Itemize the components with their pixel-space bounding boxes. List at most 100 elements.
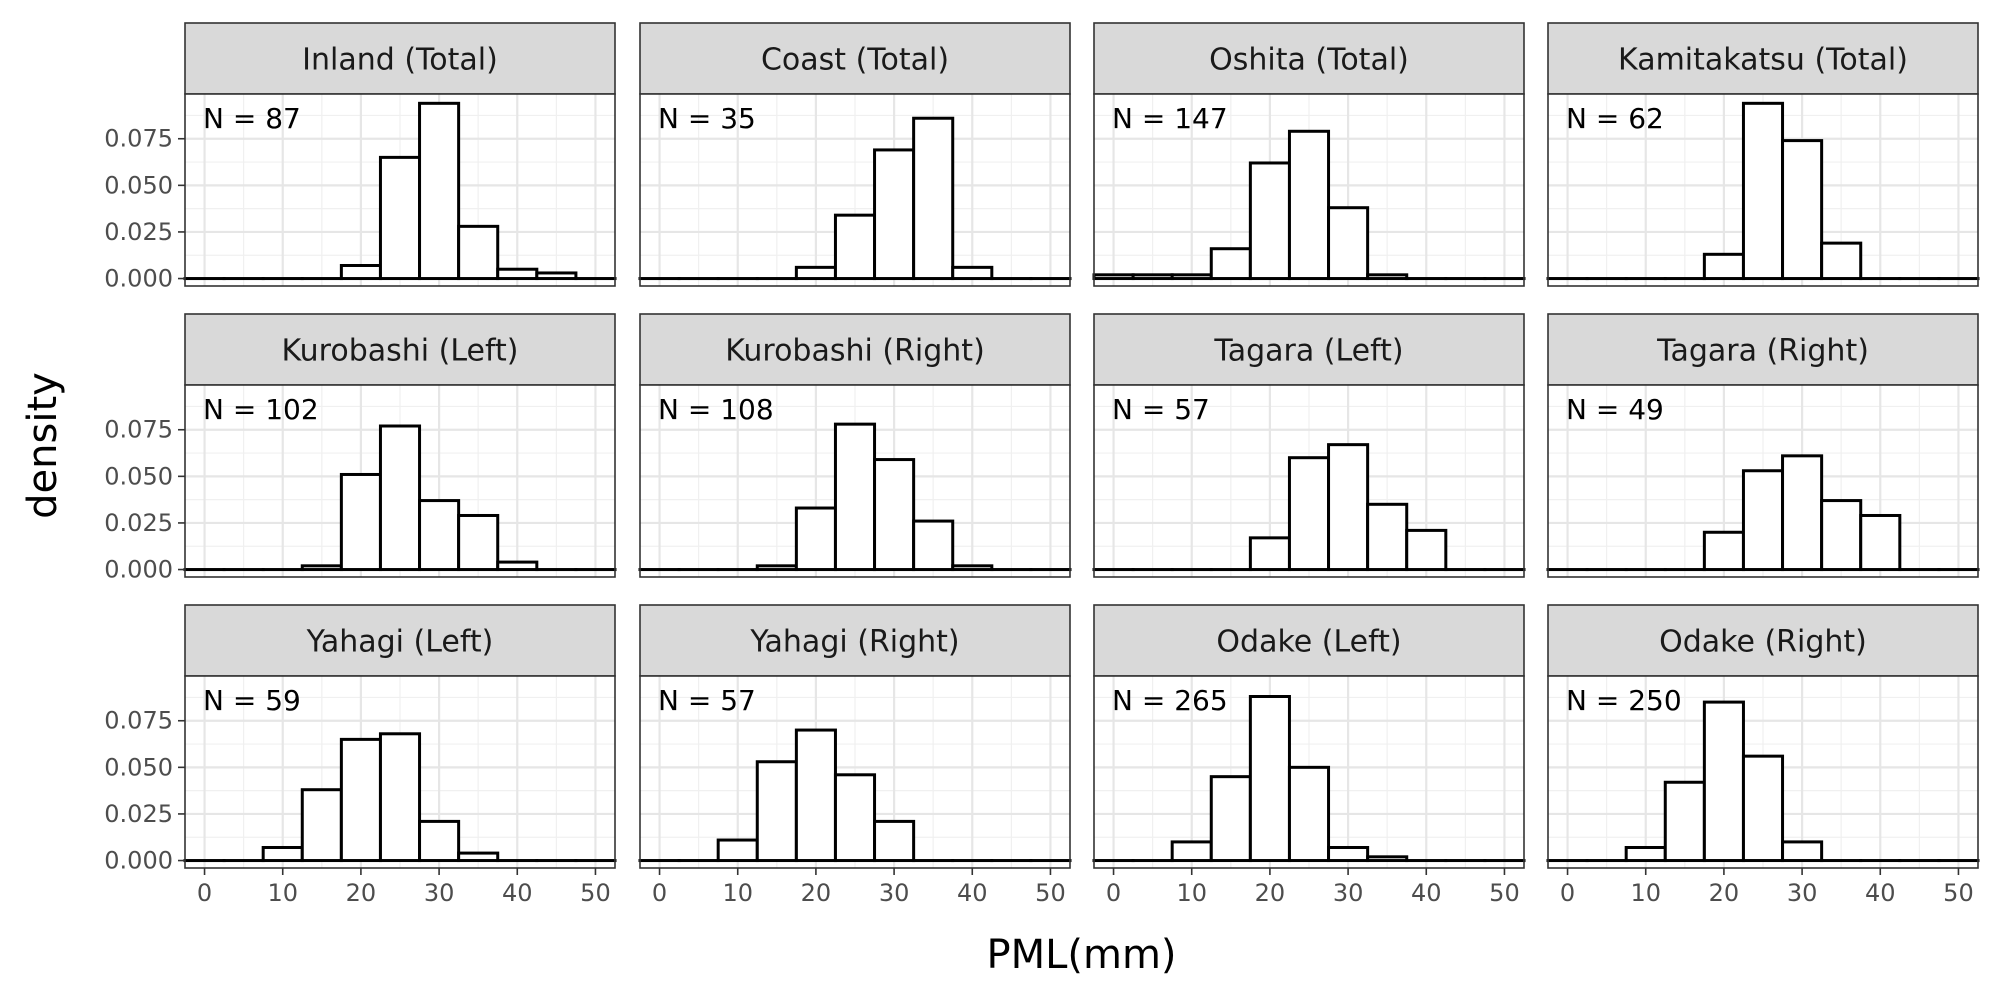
x-tick-label: 20	[1709, 879, 1740, 907]
sample-size-label: N = 87	[203, 102, 301, 135]
x-tick-label: 0	[197, 879, 212, 907]
facet-title: Coast (Total)	[761, 43, 949, 78]
sample-size-label: N = 35	[658, 102, 756, 135]
facet-strip	[184, 313, 616, 386]
x-tick-label: 50	[1943, 879, 1974, 907]
histogram-bar	[457, 851, 500, 863]
histogram-bar	[1209, 775, 1252, 863]
facet-title: Odake (Left)	[1216, 625, 1401, 660]
histogram-bar	[1820, 241, 1863, 281]
sample-size-label: N = 57	[1112, 393, 1210, 426]
x-tick-label: 30	[1333, 879, 1364, 907]
histogram-bar	[1092, 273, 1135, 281]
histogram-bar	[1702, 530, 1745, 572]
facet-panel: Kamitakatsu (Total) N = 62	[1546, 22, 1980, 287]
y-tick-label: 0.000	[104, 265, 173, 293]
histogram-bar	[1781, 139, 1824, 281]
y-tick-label: 0.075	[104, 125, 173, 153]
x-tick-label: 10	[1176, 879, 1207, 907]
x-tick-label: 0	[1106, 879, 1121, 907]
facet-title: Inland (Total)	[302, 43, 498, 78]
histogram-bar	[1741, 754, 1785, 863]
x-tick-label: 30	[424, 879, 455, 907]
histogram-bar	[496, 560, 539, 572]
histogram-bar	[300, 564, 343, 572]
facet-title: Kamitakatsu (Total)	[1618, 43, 1908, 78]
facet-strip	[184, 22, 616, 95]
histogram-bar	[1248, 695, 1291, 863]
histogram-bar	[755, 564, 798, 572]
facet-strip	[1547, 604, 1979, 677]
facet-panel: Coast (Total)N = 35	[638, 22, 1072, 287]
x-tick-label: 10	[1630, 879, 1661, 907]
histogram-bar	[1131, 273, 1174, 281]
y-tick-label: 0.050	[104, 462, 173, 490]
facet-strip	[1547, 22, 1979, 95]
facet-title: Tagara (Right)	[1656, 334, 1869, 369]
histogram-bar	[339, 472, 382, 572]
histogram-bar	[378, 732, 422, 863]
panel-border	[1093, 93, 1525, 287]
panel-border	[1093, 384, 1525, 578]
facet-title: Tagara (Left)	[1213, 334, 1403, 369]
sample-size-label: N = 108	[658, 393, 774, 426]
histogram-bar	[378, 155, 422, 281]
histogram-bar	[873, 819, 916, 863]
facet-panel: Tagara (Right) N = 49	[1546, 313, 1980, 578]
y-axis-title: density	[20, 372, 66, 519]
histogram-bar	[1781, 840, 1824, 863]
histogram-bar	[794, 728, 837, 863]
histogram-bar	[418, 499, 461, 572]
histogram-bar	[833, 213, 877, 281]
panel-border	[1547, 384, 1979, 578]
histogram-bar	[1209, 247, 1252, 281]
sample-size-label: N = 62	[1566, 102, 1664, 135]
facet-panel: Kurobashi (Right) N = 108	[638, 313, 1072, 578]
histogram-bar	[339, 263, 382, 281]
histogram-bar	[1248, 536, 1291, 572]
x-axis-title: PML(mm)	[986, 932, 1176, 978]
histogram-bar	[1405, 528, 1448, 572]
histogram-bar	[261, 845, 304, 863]
facet-panel: Odake (Left) N = 265 0 10 20 30 40 50	[1092, 604, 1526, 907]
x-tick-label: 50	[580, 879, 611, 907]
histogram-bar	[1820, 499, 1863, 572]
sample-size-label: N = 250	[1566, 684, 1682, 717]
x-tick-label: 40	[502, 879, 533, 907]
y-tick-label: 0.000	[104, 556, 173, 584]
facet-panel: Oshita (Total) N = 147	[1092, 22, 1526, 287]
histogram-bar	[1741, 469, 1785, 572]
histogram-bar	[1741, 101, 1785, 281]
panel-border	[1547, 675, 1979, 869]
histogram-bar	[1170, 840, 1213, 863]
x-tick-label: 50	[1035, 879, 1066, 907]
panel-border	[1093, 675, 1525, 869]
sample-size-label: N = 49	[1566, 393, 1664, 426]
facet-title: Kurobashi (Right)	[725, 334, 985, 369]
y-tick-label: 0.075	[104, 707, 173, 735]
histogram-bar	[1327, 845, 1370, 863]
sample-size-label: N = 57	[658, 684, 756, 717]
y-tick-label: 0.000	[104, 847, 173, 875]
histogram-bar	[457, 513, 500, 572]
histogram-bar	[1287, 765, 1331, 863]
facet-panel: Inland (Total)N = 87 0.000 0.025 0.050 0.075	[104, 22, 617, 293]
histogram-bar	[912, 519, 955, 572]
facet-strip	[639, 604, 1071, 677]
histogram-bar	[1624, 845, 1667, 863]
facet-title: Yahagi (Right)	[749, 625, 959, 660]
histogram-bar	[755, 760, 798, 863]
histogram-bar	[1170, 273, 1213, 281]
x-tick-label: 40	[957, 879, 988, 907]
histogram-bar	[1366, 273, 1409, 281]
histogram-bar	[1781, 454, 1824, 572]
x-tick-label: 0	[652, 879, 667, 907]
sample-size-label: N = 102	[203, 393, 319, 426]
x-tick-label: 10	[722, 879, 753, 907]
y-tick-label: 0.075	[104, 416, 173, 444]
histogram-bar	[535, 271, 578, 281]
histogram-bar	[418, 101, 461, 281]
histogram-bar	[912, 116, 955, 281]
histogram-bar	[1702, 252, 1745, 281]
